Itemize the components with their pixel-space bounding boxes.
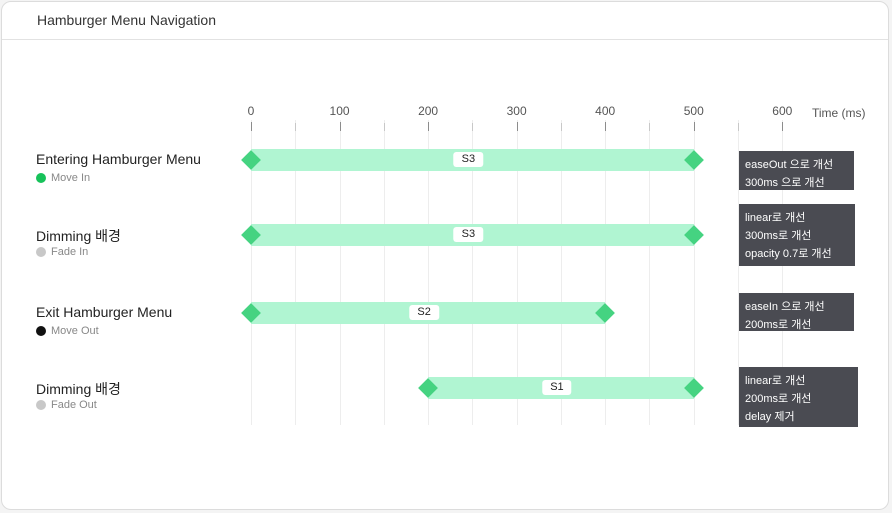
axis-unit-label: Time (ms) [812, 106, 866, 120]
status-dot [36, 326, 46, 336]
row-title: Dimming 배경 [36, 381, 121, 397]
grid-line [339, 120, 341, 425]
note-line: 200ms로 개선 [745, 393, 812, 405]
axis-tick-label: 0 [247, 104, 255, 118]
grid-line [295, 120, 297, 425]
card-header: Hamburger Menu Navigation [2, 2, 888, 40]
row-subtitle-text: Move In [51, 172, 91, 184]
grid-line [383, 120, 385, 425]
grid-line [516, 120, 518, 425]
row-subtitle: Move In [36, 172, 90, 184]
stage-tag: S3 [453, 227, 484, 242]
axis-tick [428, 122, 430, 131]
row-subtitle: Fade In [36, 246, 88, 258]
note-line: 300ms 으로 개선 [745, 177, 825, 189]
improvement-note: easeIn 으로 개선 200ms로 개선 [739, 293, 854, 331]
improvement-note: linear로 개선 200ms로 개선 delay 제거 [739, 367, 858, 427]
stage-tag: S1 [542, 380, 572, 395]
row-title: Dimming 배경 [36, 228, 121, 244]
row-subtitle: Move Out [36, 325, 99, 337]
stage-tag: S3 [453, 152, 484, 167]
grid-line [472, 120, 474, 425]
status-dot [36, 400, 46, 410]
note-line: linear로 개선 [745, 212, 806, 224]
grid-line [560, 120, 562, 425]
row-subtitle-text: Fade Out [51, 399, 97, 411]
improvement-note: linear로 개선 300ms로 개선 opacity 0.7로 개선 [739, 204, 855, 266]
axis-tick [383, 123, 385, 131]
grid-line [649, 120, 651, 425]
row-title: Entering Hamburger Menu [36, 151, 201, 167]
note-line: easeIn 으로 개선 [745, 301, 825, 313]
axis-tick [251, 122, 252, 131]
stage-tag: S2 [409, 305, 439, 320]
axis-tick [295, 123, 297, 131]
axis-tick-label: 600 [772, 104, 793, 118]
note-line: 300ms로 개선 [745, 230, 812, 242]
axis-tick [605, 122, 607, 131]
note-line: easeOut 으로 개선 [745, 159, 834, 171]
axis-tick-label: 400 [595, 104, 616, 118]
axis-tick [560, 123, 562, 131]
page-title: Hamburger Menu Navigation [37, 12, 216, 28]
row-subtitle-text: Move Out [51, 325, 99, 337]
status-dot [36, 173, 46, 183]
axis-tick [516, 122, 518, 131]
grid-line [251, 120, 252, 425]
axis-tick-label: 200 [418, 104, 439, 118]
axis-tick [693, 122, 695, 131]
status-dot [36, 247, 46, 257]
axis-tick [649, 123, 651, 131]
note-line: linear로 개선 [745, 375, 806, 387]
row-subtitle-text: Fade In [51, 246, 89, 258]
row-title: Exit Hamburger Menu [36, 304, 173, 320]
grid-line [605, 120, 607, 425]
axis-tick [738, 123, 740, 131]
grid-line [782, 120, 784, 425]
note-line: delay 제거 [745, 411, 795, 423]
row-subtitle: Fade Out [36, 399, 97, 411]
grid-line [738, 120, 740, 425]
note-line: 200ms로 개선 [745, 319, 812, 331]
note-line: opacity 0.7로 개선 [745, 248, 832, 260]
axis-tick-label: 300 [506, 104, 527, 118]
axis-tick [339, 122, 341, 131]
grid-line [693, 120, 695, 425]
improvement-note: easeOut 으로 개선 300ms 으로 개선 [739, 151, 854, 190]
grid-line [428, 120, 430, 425]
axis-tick [472, 123, 474, 131]
axis-tick [782, 122, 784, 131]
axis-tick-label: 100 [329, 104, 350, 118]
axis-tick-label: 500 [683, 104, 704, 118]
